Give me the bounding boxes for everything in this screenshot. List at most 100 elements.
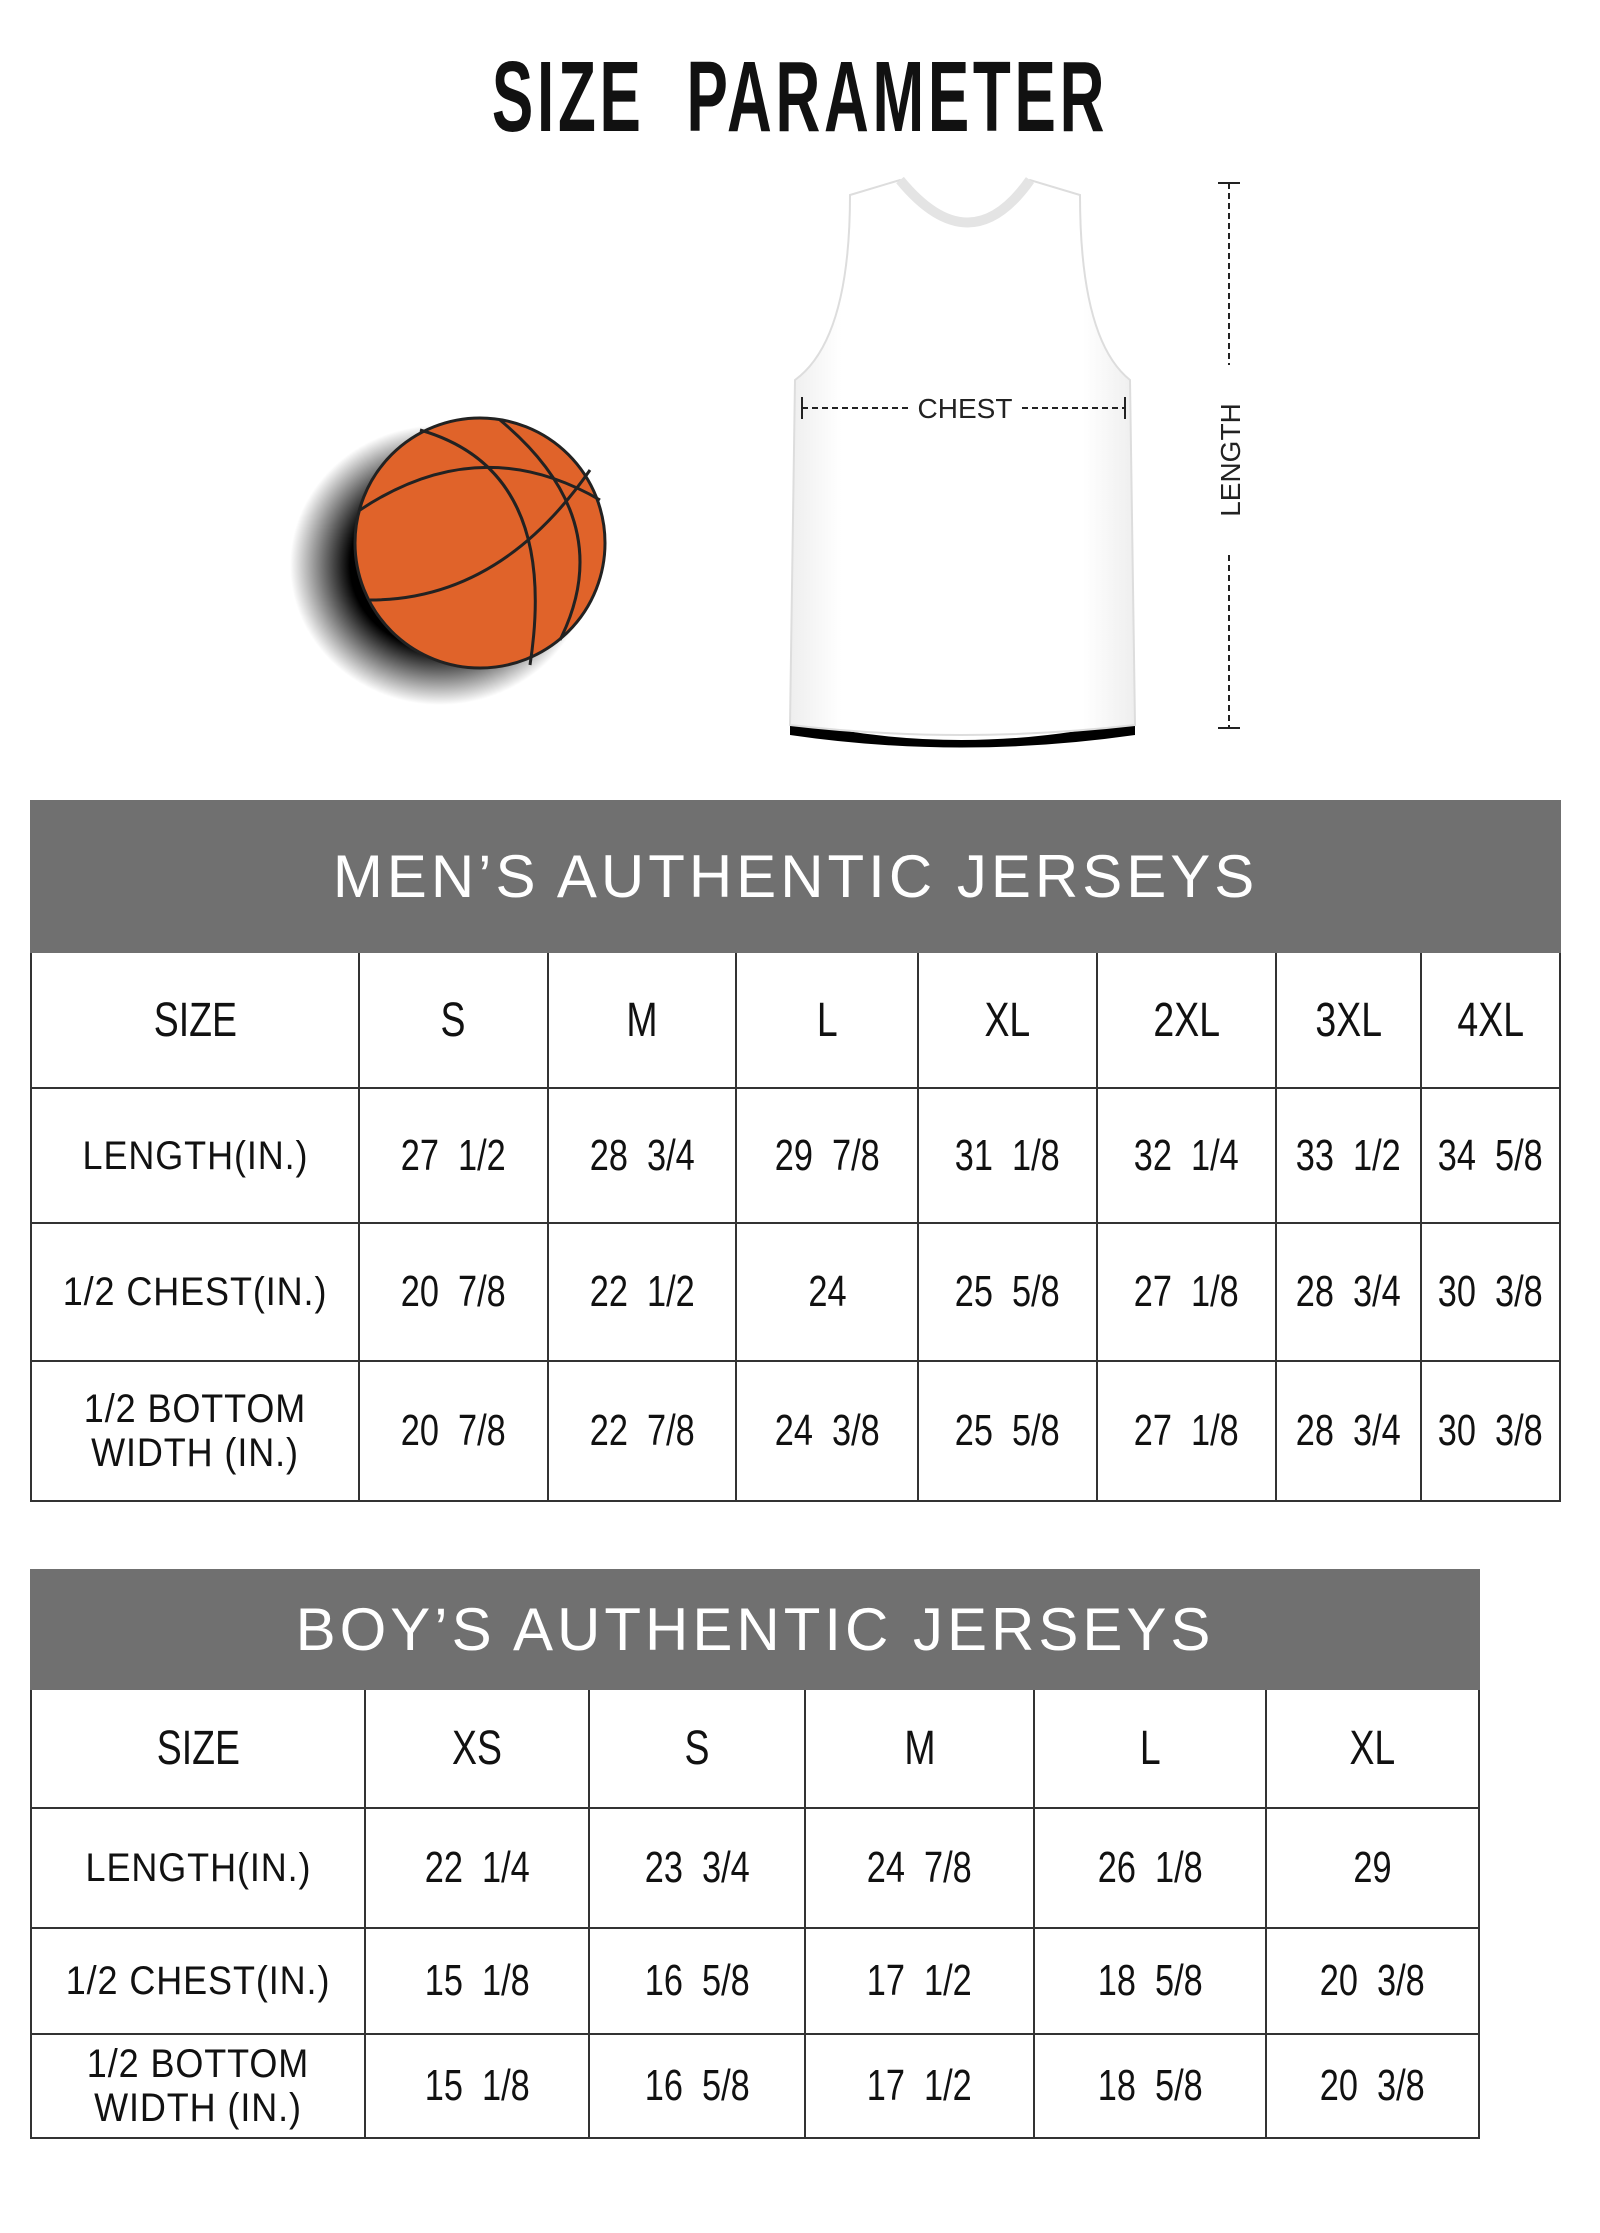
measurement-value: 28 3/4 — [1296, 1406, 1401, 1455]
measurement-value: 34 5/8 — [1438, 1130, 1544, 1180]
value-cell: 30 3/8 — [1419, 1222, 1562, 1362]
size-column-header: M — [547, 951, 737, 1089]
measurement-value: 22 7/8 — [589, 1406, 695, 1455]
boys-table-title: BOY’S AUTHENTIC JERSEYS — [29, 1569, 1481, 1690]
measurement-value: 28 3/4 — [1296, 1267, 1401, 1316]
value-cell: 24 7/8 — [804, 1807, 1035, 1929]
size-column-header: 2XL — [1096, 951, 1277, 1089]
value-cell: 22 7/8 — [547, 1360, 737, 1502]
value-cell: 20 3/8 — [1264, 1927, 1481, 2035]
measurement-value: 25 5/8 — [955, 1406, 1060, 1455]
size-column-header: XL — [1264, 1688, 1481, 1809]
value-cell: 27 1/8 — [1096, 1360, 1277, 1502]
value-cell: 31 1/8 — [917, 1087, 1098, 1224]
size-column-header: XL — [917, 951, 1098, 1089]
value-cell: 24 — [735, 1222, 919, 1362]
illustration: CHEST LENGTH — [290, 176, 1246, 748]
value-cell: 17 1/2 — [804, 2033, 1035, 2139]
table-row: 1/2 BOTTOM WIDTH (IN.) 20 7/8 22 7/8 24 3/8… — [30, 1360, 1562, 1502]
measurement-value: 15 1/8 — [424, 1956, 530, 2005]
row-label: 1/2 CHEST(IN.) — [65, 1959, 331, 2003]
row-label-cell: LENGTH(IN.) — [30, 1087, 360, 1224]
column-label: XS — [452, 1722, 502, 1775]
column-label: S — [684, 1722, 710, 1775]
table-row: LENGTH(IN.) 22 1/4 23 3/4 24 7/8 26 1/8 29 — [30, 1807, 1481, 1929]
length-label: LENGTH — [1215, 403, 1246, 517]
value-cell: 15 1/8 — [364, 2033, 590, 2139]
men-size-table: MEN’S AUTHENTIC JERSEYS SIZE S M L XL 2XL 3XL 4… — [29, 800, 1562, 1502]
value-cell: 16 5/8 — [588, 1927, 806, 2035]
value-cell: 30 3/8 — [1419, 1360, 1562, 1502]
column-label: L — [1139, 1722, 1161, 1775]
value-cell: 20 7/8 — [358, 1222, 549, 1362]
measurement-value: 33 1/2 — [1296, 1130, 1401, 1180]
men-header-row: SIZE S M L XL 2XL 3XL 4XL — [30, 951, 1562, 1089]
value-cell: 15 1/8 — [364, 1927, 590, 2035]
value-cell: 18 5/8 — [1033, 1927, 1267, 2035]
chest-label: CHEST — [918, 393, 1013, 424]
size-column-header: M — [804, 1688, 1035, 1809]
jersey-icon — [788, 176, 1137, 748]
row-label: LENGTH(IN.) — [85, 1846, 311, 1890]
column-label: 3XL — [1315, 993, 1382, 1047]
size-column-header: XS — [364, 1688, 590, 1809]
size-column-header: L — [1033, 1688, 1267, 1809]
value-cell: 28 3/4 — [1275, 1360, 1422, 1502]
size-header-cell: SIZE — [30, 1688, 366, 1809]
measurement-value: 27 1/8 — [1134, 1406, 1239, 1455]
table-row: 1/2 CHEST(IN.) 15 1/8 16 5/8 17 1/2 18 5/8 20… — [30, 1927, 1481, 2035]
row-label-cell: 1/2 BOTTOM WIDTH (IN.) — [30, 2033, 366, 2139]
measurement-value: 28 3/4 — [589, 1130, 695, 1180]
measurement-value: 23 3/4 — [644, 1843, 750, 1892]
value-cell: 24 3/8 — [735, 1360, 919, 1502]
row-label: 1/2 CHEST(IN.) — [62, 1270, 328, 1314]
value-cell: 27 1/2 — [358, 1087, 549, 1224]
measurement-value: 24 3/8 — [774, 1406, 880, 1455]
value-cell: 26 1/8 — [1033, 1807, 1267, 1929]
column-label: XL — [984, 993, 1031, 1047]
measurement-value: 20 7/8 — [401, 1267, 506, 1316]
column-label: M — [626, 993, 658, 1047]
measurement-value: 24 — [807, 1267, 847, 1316]
size-column-header: S — [588, 1688, 806, 1809]
row-label: 1/2 BOTTOM WIDTH (IN.) — [86, 2042, 310, 2130]
value-cell: 27 1/8 — [1096, 1222, 1277, 1362]
measurement-value: 20 3/8 — [1320, 1956, 1425, 2005]
chest-measure-line: CHEST — [801, 393, 1126, 424]
value-cell: 29 — [1264, 1807, 1481, 1929]
value-cell: 29 7/8 — [735, 1087, 919, 1224]
measurement-value: 29 — [1353, 1843, 1392, 1892]
table-row: LENGTH(IN.) 27 1/2 28 3/4 29 7/8 31 1/8 32 1/… — [30, 1087, 1562, 1224]
value-cell: 28 3/4 — [1275, 1222, 1422, 1362]
column-label: M — [903, 1722, 936, 1775]
length-measure-line: LENGTH — [1215, 182, 1246, 729]
value-cell: 17 1/2 — [804, 1927, 1035, 2035]
row-label-cell: 1/2 BOTTOM WIDTH (IN.) — [30, 1360, 360, 1502]
value-cell: 22 1/2 — [547, 1222, 737, 1362]
size-column-header: S — [358, 951, 549, 1089]
measurement-value: 29 7/8 — [774, 1130, 880, 1180]
value-cell: 22 1/4 — [364, 1807, 590, 1929]
basketball-icon — [290, 416, 607, 705]
row-label: LENGTH(IN.) — [82, 1133, 308, 1178]
measurement-value: 18 5/8 — [1097, 2061, 1203, 2110]
column-label: S — [441, 993, 466, 1047]
row-label: 1/2 BOTTOM WIDTH (IN.) — [83, 1387, 307, 1475]
value-cell: 20 3/8 — [1264, 2033, 1481, 2139]
table-row: 1/2 BOTTOM WIDTH (IN.) 15 1/8 16 5/8 17 1/2… — [30, 2033, 1481, 2139]
column-label: 2XL — [1153, 993, 1220, 1047]
size-column-header: L — [735, 951, 919, 1089]
value-cell: 16 5/8 — [588, 2033, 806, 2139]
column-label: SIZE — [153, 993, 237, 1047]
measurement-value: 20 3/8 — [1320, 2061, 1425, 2110]
measurement-value: 16 5/8 — [644, 1956, 750, 2005]
value-cell: 18 5/8 — [1033, 2033, 1267, 2139]
column-label: 4XL — [1457, 993, 1524, 1047]
measurement-value: 24 7/8 — [867, 1843, 972, 1892]
row-label-cell: LENGTH(IN.) — [30, 1807, 366, 1929]
table-row: 1/2 CHEST(IN.) 20 7/8 22 1/2 24 25 5/8 27 1/8… — [30, 1222, 1562, 1362]
value-cell: 25 5/8 — [917, 1360, 1098, 1502]
boys-header-row: SIZE XS S M L XL — [30, 1688, 1481, 1809]
size-column-header: 3XL — [1275, 951, 1422, 1089]
value-cell: 25 5/8 — [917, 1222, 1098, 1362]
